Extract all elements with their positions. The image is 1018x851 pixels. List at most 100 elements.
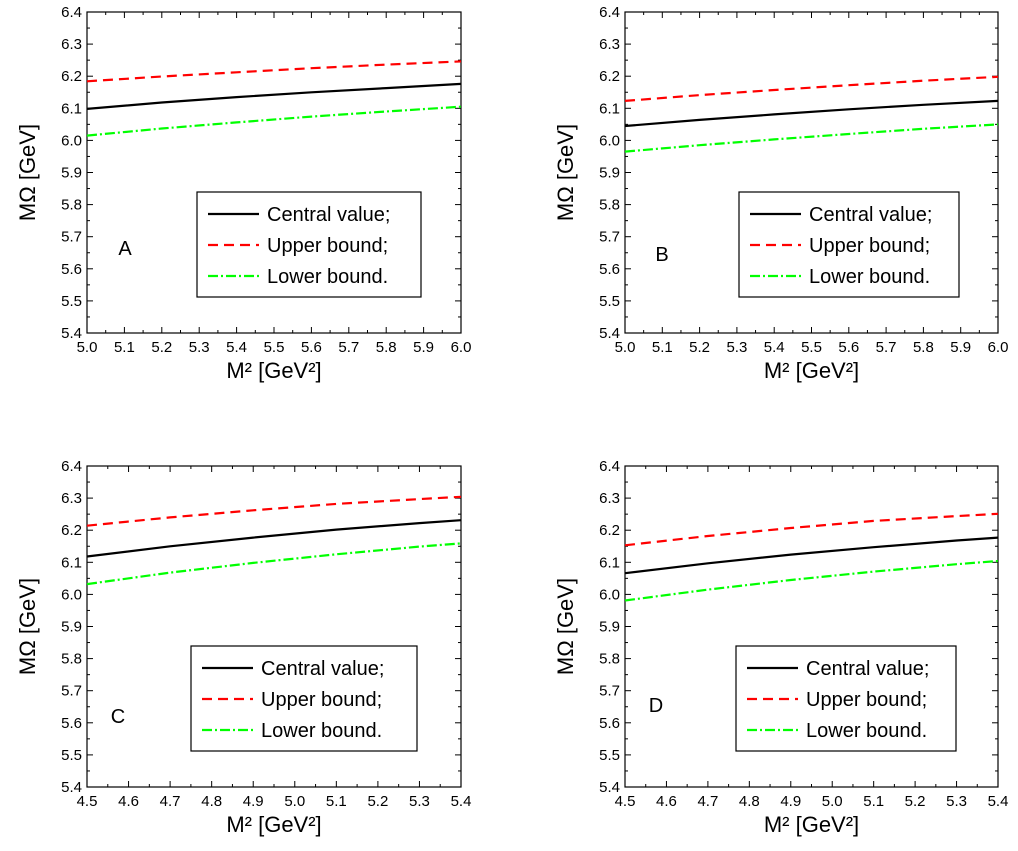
x-tick-label: 5.3 xyxy=(409,793,430,810)
x-tick-label: 5.7 xyxy=(876,339,897,356)
y-tick-label: 5.5 xyxy=(61,747,82,764)
y-tick-label: 6.1 xyxy=(599,554,620,571)
x-tick-label: 5.9 xyxy=(950,339,971,356)
x-tick-label: 4.7 xyxy=(160,793,181,810)
y-axis-label: MΩ [GeV] xyxy=(15,578,40,675)
x-tick-label: 4.6 xyxy=(656,793,677,810)
legend-label: Lower bound. xyxy=(261,720,382,742)
y-tick-label: 5.7 xyxy=(61,229,82,246)
x-tick-label: 5.1 xyxy=(863,793,884,810)
chart-panel-b: 5.0 5.1 5.2 5.3 5.4 5.5 5.6 5.7 5.8 5.9 6.05.45.55… xyxy=(553,4,1008,383)
series-line-upper xyxy=(87,61,461,81)
legend-label: Central value; xyxy=(267,204,390,226)
x-tick-label: 5.1 xyxy=(114,339,135,356)
y-tick-label: 6.2 xyxy=(61,522,82,539)
series-line-central xyxy=(87,520,461,556)
y-tick-label: 6.0 xyxy=(599,132,620,149)
y-tick-label: 5.9 xyxy=(61,619,82,636)
chart-panel-c: 4.5 4.6 4.7 4.8 4.9 5.0 5.1 5.2 5.3 5.4 5.4 5.5 5.6 5… xyxy=(15,458,471,837)
y-tick-label: 6.2 xyxy=(61,68,82,85)
x-tick-label: 5.3 xyxy=(726,339,747,356)
y-tick-label: 6.3 xyxy=(61,490,82,507)
legend-label: Central value; xyxy=(809,204,932,226)
x-tick-label: 5.3 xyxy=(946,793,967,810)
y-tick-label: 5.8 xyxy=(599,651,620,668)
panel-label: B xyxy=(655,244,668,266)
panel-label: D xyxy=(649,695,663,717)
y-tick-label: 6.2 xyxy=(599,522,620,539)
x-tick-label: 5.5 xyxy=(264,339,285,356)
y-tick-label: 5.5 xyxy=(61,293,82,310)
x-axis-label: M² [GeV²] xyxy=(226,358,321,383)
x-tick-label: 4.6 xyxy=(118,793,139,810)
x-tick-label: 4.8 xyxy=(739,793,760,810)
x-tick-label: 5.4 xyxy=(764,339,785,356)
y-axis-label: MΩ [GeV] xyxy=(15,124,40,221)
y-tick-label: 5.8 xyxy=(599,197,620,214)
y-tick-label: 5.9 xyxy=(61,165,82,182)
x-tick-label: 5.1 xyxy=(326,793,347,810)
y-tick-label: 5.8 xyxy=(61,651,82,668)
x-tick-label: 5.3 xyxy=(189,339,210,356)
x-tick-label: 5.0 xyxy=(822,793,843,810)
x-tick-label: 5.8 xyxy=(913,339,934,356)
y-tick-label: 5.6 xyxy=(61,261,82,278)
y-tick-label: 6.2 xyxy=(599,68,620,85)
y-tick-label: 5.6 xyxy=(599,715,620,732)
x-tick-label: 5.2 xyxy=(905,793,926,810)
x-tick-label: 4.9 xyxy=(243,793,264,810)
y-axis-label: MΩ [GeV] xyxy=(553,124,578,221)
legend-label: Upper bound; xyxy=(261,689,382,711)
legend-label: Lower bound. xyxy=(267,266,388,288)
y-tick-label: 5.7 xyxy=(599,683,620,700)
y-tick-label: 6.3 xyxy=(599,490,620,507)
x-tick-label: 5.1 xyxy=(652,339,673,356)
y-tick-label: 5.5 xyxy=(599,293,620,310)
y-axis-label: MΩ [GeV] xyxy=(553,578,578,675)
y-tick-label: 6.3 xyxy=(599,36,620,53)
y-tick-label: 5.6 xyxy=(599,261,620,278)
y-tick-label: 6.1 xyxy=(61,100,82,117)
y-tick-label: 6.1 xyxy=(599,100,620,117)
series-line-lower xyxy=(87,107,461,136)
x-tick-label: 5.6 xyxy=(838,339,859,356)
legend-label: Lower bound. xyxy=(806,720,927,742)
y-tick-label: 5.7 xyxy=(61,683,82,700)
x-tick-label: 5.4 xyxy=(988,793,1009,810)
x-tick-label: 5.8 xyxy=(376,339,397,356)
y-tick-label: 5.5 xyxy=(599,747,620,764)
y-tick-label: 5.4 xyxy=(599,779,620,796)
legend-label: Upper bound; xyxy=(806,689,927,711)
y-tick-label: 5.4 xyxy=(599,325,620,342)
y-tick-label: 6.0 xyxy=(599,586,620,603)
y-tick-label: 6.1 xyxy=(61,554,82,571)
series-line-upper xyxy=(87,497,461,526)
series-line-central xyxy=(625,538,998,574)
x-tick-label: 5.6 xyxy=(301,339,322,356)
x-tick-label: 5.2 xyxy=(367,793,388,810)
y-tick-label: 5.9 xyxy=(599,619,620,636)
x-tick-label: 5.9 xyxy=(413,339,434,356)
x-tick-label: 6.0 xyxy=(988,339,1009,356)
legend-label: Lower bound. xyxy=(809,266,930,288)
x-tick-label: 5.2 xyxy=(151,339,172,356)
chart-panel-d: 4.5 4.6 4.7 4.8 4.9 5.0 5.1 5.2 5.3 5.4 5.4 5.5 5.6 5… xyxy=(553,458,1008,837)
x-axis-label: M² [GeV²] xyxy=(764,812,859,837)
x-tick-label: 5.0 xyxy=(284,793,305,810)
x-tick-label: 5.4 xyxy=(226,339,247,356)
y-tick-label: 6.3 xyxy=(61,36,82,53)
panel-label: A xyxy=(118,238,132,260)
panel-label: C xyxy=(111,706,125,728)
legend-label: Upper bound; xyxy=(809,235,930,257)
x-tick-label: 5.7 xyxy=(338,339,359,356)
x-tick-label: 5.5 xyxy=(801,339,822,356)
series-line-central xyxy=(87,84,461,109)
y-tick-label: 5.4 xyxy=(61,779,82,796)
legend-label: Central value; xyxy=(261,658,384,680)
x-axis-label: M² [GeV²] xyxy=(764,358,859,383)
x-axis-label: M² [GeV²] xyxy=(226,812,321,837)
y-tick-label: 6.4 xyxy=(61,4,82,21)
legend-label: Upper bound; xyxy=(267,235,388,257)
y-tick-label: 6.0 xyxy=(61,132,82,149)
x-tick-label: 4.8 xyxy=(201,793,222,810)
